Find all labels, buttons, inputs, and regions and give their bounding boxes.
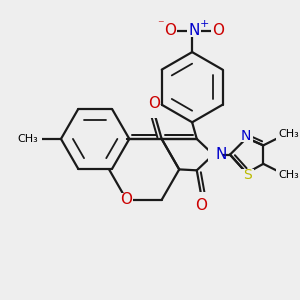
Text: O: O [148,96,160,111]
Text: O: O [121,192,133,207]
Text: CH₃: CH₃ [279,170,299,180]
FancyBboxPatch shape [276,129,300,140]
Text: N: N [241,129,251,143]
FancyBboxPatch shape [239,130,253,142]
FancyBboxPatch shape [120,194,134,206]
FancyBboxPatch shape [194,192,208,205]
FancyBboxPatch shape [187,24,201,37]
FancyBboxPatch shape [163,24,177,37]
Text: +: + [200,20,209,29]
FancyBboxPatch shape [211,24,225,37]
Text: S: S [243,168,252,182]
Text: O: O [164,23,176,38]
Text: N: N [188,23,200,38]
FancyBboxPatch shape [208,148,223,161]
FancyBboxPatch shape [147,105,161,118]
FancyBboxPatch shape [14,132,42,146]
Text: N: N [215,147,226,162]
Text: CH₃: CH₃ [279,129,299,139]
FancyBboxPatch shape [241,169,254,181]
Text: O: O [212,23,224,38]
Text: O: O [195,198,207,213]
FancyBboxPatch shape [276,169,300,181]
Text: ⁻: ⁻ [158,18,164,31]
Text: CH₃: CH₃ [17,134,38,144]
